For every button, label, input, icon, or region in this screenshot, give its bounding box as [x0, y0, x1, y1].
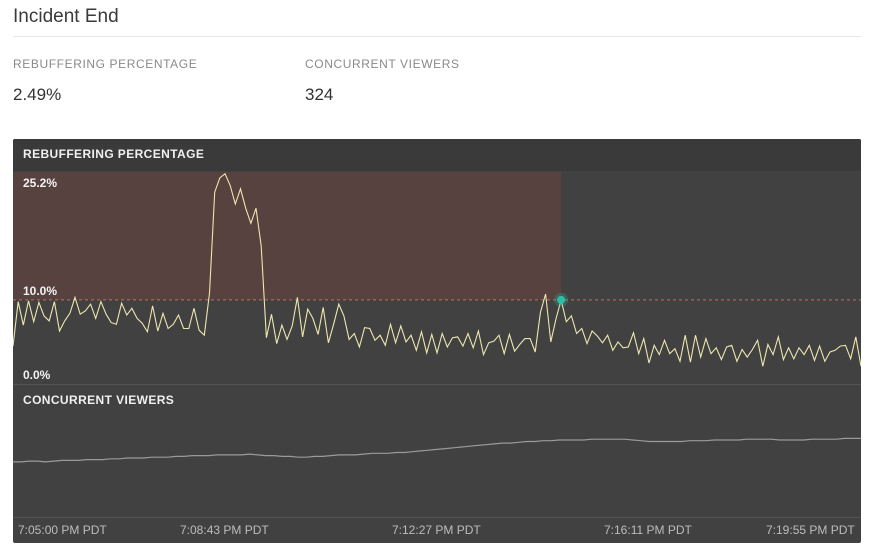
x-tick-label: 7:12:27 PM PDT: [392, 523, 481, 537]
page-title: Incident End: [13, 6, 119, 27]
incident-band: [13, 172, 562, 300]
rebuffering-series-line: [13, 172, 861, 367]
y-tick-max: 25.2%: [23, 176, 58, 190]
viewers-metric-value: 324: [305, 85, 334, 104]
x-tick-label: 7:05:00 PM PDT: [18, 523, 107, 537]
chart-panel-header: [13, 139, 861, 171]
chart-panel: REBUFFERING PERCENTAGE 25.2% 10.0% 0.0% …: [13, 139, 861, 543]
x-tick-label: 7:19:55 PM PDT: [766, 523, 855, 537]
y-tick-threshold: 10.0%: [23, 284, 58, 298]
viewers-metric-label: CONCURRENT VIEWERS: [305, 57, 460, 71]
rebuffering-chart-title: REBUFFERING PERCENTAGE: [23, 147, 205, 161]
chart-divider: [13, 384, 861, 385]
viewers-chart-title: CONCURRENT VIEWERS: [23, 393, 175, 407]
title-divider: [13, 36, 861, 37]
rebuffering-metric-label: REBUFFERING PERCENTAGE: [13, 57, 198, 71]
rebuffering-metric-value: 2.49%: [13, 85, 62, 104]
y-tick-min: 0.0%: [23, 368, 51, 382]
charts-svg[interactable]: [13, 139, 861, 543]
incident-end-marker: [557, 295, 566, 304]
x-tick-label: 7:16:11 PM PDT: [604, 523, 692, 537]
x-tick-label: 7:08:43 PM PDT: [180, 523, 269, 537]
axis-divider: [13, 517, 861, 518]
viewers-series-line: [13, 437, 861, 463]
